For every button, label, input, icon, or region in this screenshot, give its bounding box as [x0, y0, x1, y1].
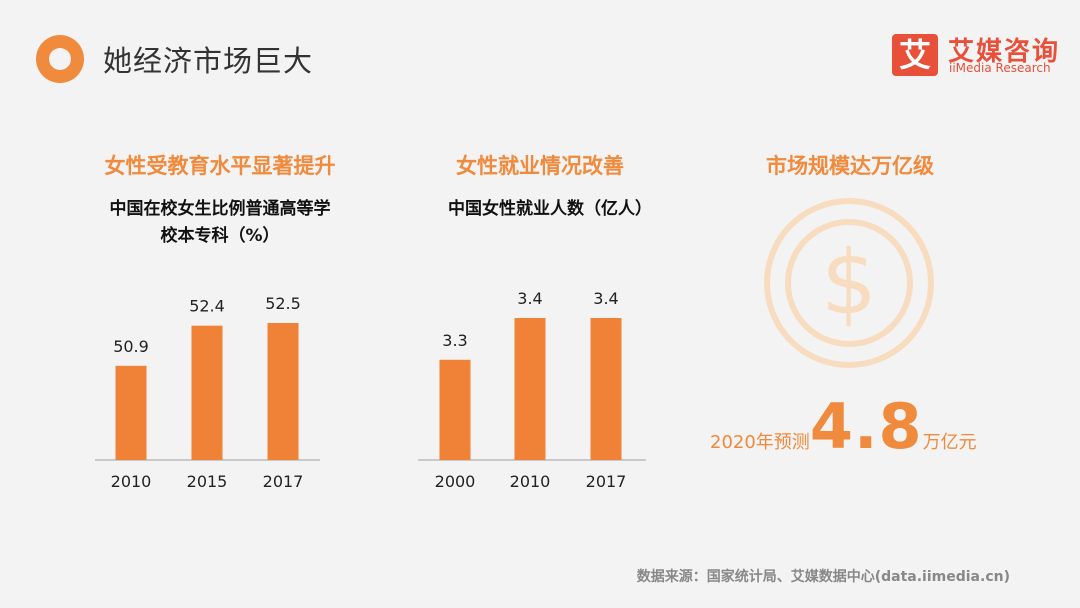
value-label-2015: 52.4: [189, 297, 225, 316]
tick-label-2015: 2015: [187, 472, 228, 491]
value-label-2017: 52.5: [265, 294, 301, 313]
tick-label-2010: 2010: [510, 472, 551, 491]
chart-title-education-line2: 校本专科（%）: [160, 226, 280, 246]
forecast-prefix: 2020年预测: [710, 432, 810, 453]
forecast-unit: 万亿元: [922, 432, 977, 453]
chart-title-education-line1: 中国在校女生比例普通高等学: [109, 199, 331, 219]
chart-title-employment: 中国女性就业人数（亿人）: [448, 199, 652, 219]
title-ring-icon: [36, 35, 84, 83]
section-title-employment: 女性就业情况改善: [456, 154, 624, 178]
bar-2010: [514, 318, 546, 460]
bar-2017: [267, 323, 299, 460]
section-title-education: 女性受教育水平显著提升: [104, 154, 336, 178]
chart-title-education: 中国在校女生比例普通高等学 校本专科（%）: [70, 196, 370, 250]
bar-2010: [115, 365, 147, 460]
value-label-2000: 3.3: [442, 331, 467, 350]
bar-2000: [439, 359, 471, 460]
tick-label-2010: 2010: [111, 472, 152, 491]
market-forecast: 2020年预测4.8万亿元: [710, 390, 977, 463]
dollar-coin-icon: $: [764, 198, 934, 368]
section-title-market: 市场规模达万亿级: [766, 154, 934, 178]
bar-2017: [590, 318, 622, 460]
tick-label-2017: 2017: [263, 472, 304, 491]
tick-label-2000: 2000: [435, 472, 476, 491]
brand-name-cn: 艾媒咨询: [948, 37, 1061, 67]
page-title: 她经济市场巨大: [103, 44, 314, 78]
value-label-2010: 3.4: [517, 289, 542, 308]
forecast-value: 4.8: [809, 390, 923, 463]
data-source: 数据来源：国家统计局、艾媒数据中心(data.iimedia.cn): [636, 569, 1010, 585]
brand-logo-icon: 艾: [892, 34, 938, 76]
brand-name-en: iiMedia Research: [949, 61, 1051, 75]
value-label-2017: 3.4: [593, 289, 618, 308]
bar-2015: [191, 325, 223, 460]
value-label-2010: 50.9: [113, 337, 149, 356]
tick-label-2017: 2017: [586, 472, 627, 491]
